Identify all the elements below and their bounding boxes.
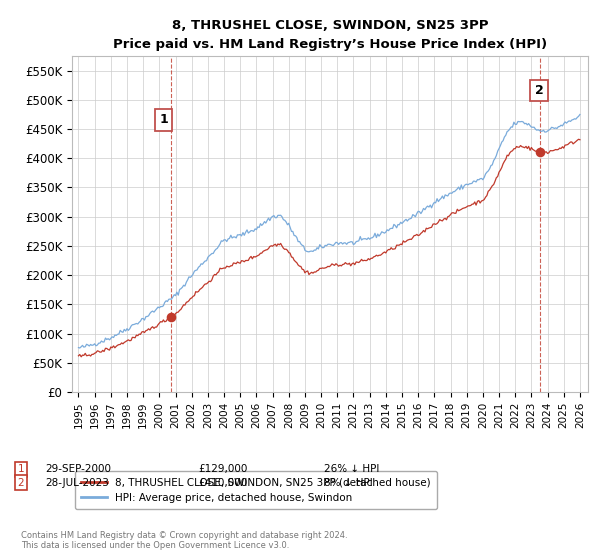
Text: 1: 1: [17, 464, 25, 474]
Text: 29-SEP-2000: 29-SEP-2000: [45, 464, 111, 474]
Text: Contains HM Land Registry data © Crown copyright and database right 2024.
This d: Contains HM Land Registry data © Crown c…: [21, 530, 347, 550]
Text: 28-JUL-2023: 28-JUL-2023: [45, 478, 109, 488]
Legend: 8, THRUSHEL CLOSE, SWINDON, SN25 3PP (detached house), HPI: Average price, detac: 8, THRUSHEL CLOSE, SWINDON, SN25 3PP (de…: [74, 471, 437, 509]
Text: 2: 2: [17, 478, 25, 488]
Point: [535, 148, 545, 157]
Point: [167, 312, 176, 321]
Text: 26% ↓ HPI: 26% ↓ HPI: [324, 464, 379, 474]
Text: 2: 2: [535, 84, 544, 97]
Text: 8% ↓ HPI: 8% ↓ HPI: [324, 478, 373, 488]
Text: £129,000: £129,000: [198, 464, 247, 474]
Text: 1: 1: [160, 113, 168, 126]
Title: 8, THRUSHEL CLOSE, SWINDON, SN25 3PP
Price paid vs. HM Land Registry’s House Pri: 8, THRUSHEL CLOSE, SWINDON, SN25 3PP Pri…: [113, 18, 547, 50]
Text: £410,000: £410,000: [198, 478, 247, 488]
